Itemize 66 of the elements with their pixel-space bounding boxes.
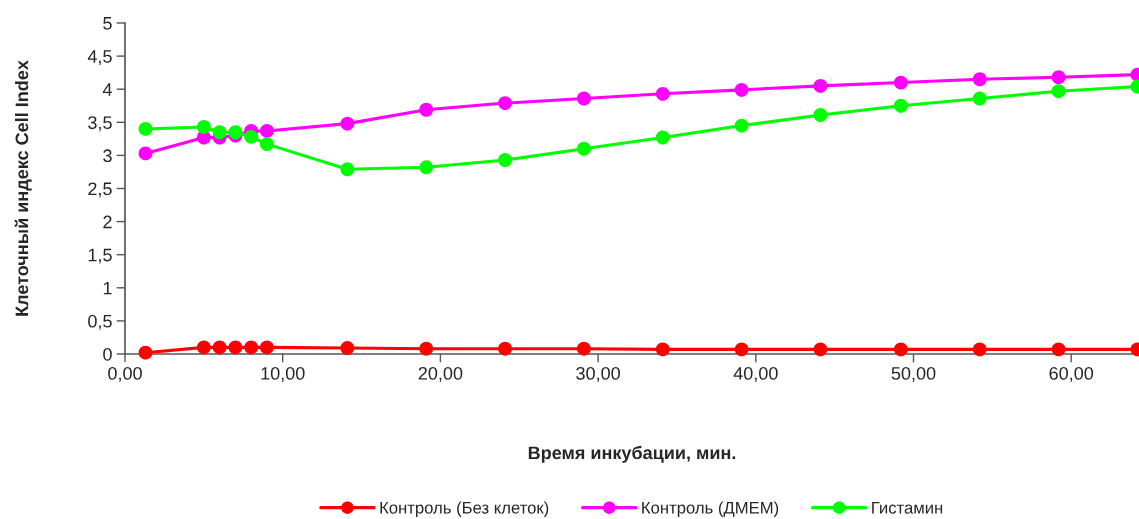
point — [259, 340, 274, 355]
point — [419, 341, 434, 356]
point — [1051, 84, 1066, 99]
point — [1051, 342, 1066, 357]
point — [813, 78, 828, 93]
point — [419, 102, 434, 117]
point — [419, 160, 434, 175]
point — [138, 121, 153, 136]
legend-label: Контроль (ДМЕМ) — [642, 501, 779, 517]
point — [734, 82, 749, 97]
y-tick-label: 1 — [103, 281, 112, 295]
point — [228, 340, 243, 355]
point — [212, 340, 227, 355]
y-tick-label: 4 — [102, 83, 112, 96]
y-tick-label: 0 — [103, 347, 112, 361]
point — [498, 153, 512, 167]
y-tick-label: 2 — [103, 215, 112, 229]
x-tick-label: 30,00 — [576, 366, 620, 382]
x-tick-label: 0,00 — [108, 366, 142, 382]
point — [972, 72, 987, 87]
point — [655, 342, 670, 357]
legend-label: Контроль (Без клеток) — [380, 501, 549, 517]
point — [498, 96, 512, 111]
point — [196, 119, 211, 134]
point — [1051, 70, 1066, 85]
x-axis-title: Время инкубации, мин. — [528, 445, 736, 463]
point — [813, 342, 828, 357]
point — [972, 342, 987, 357]
y-axis-title: Клеточный индекс Cell Index — [14, 60, 32, 316]
x-tick-label: 60,00 — [1049, 366, 1094, 382]
y-tick-label: 1,5 — [88, 248, 112, 264]
point — [259, 137, 274, 152]
point — [340, 162, 355, 177]
y-tick-label: 2,5 — [88, 182, 112, 198]
point — [893, 75, 908, 90]
y-tick-label: 4,5 — [87, 50, 112, 65]
x-tick-label: 40,00 — [733, 366, 778, 382]
point — [576, 91, 591, 106]
point — [576, 141, 591, 156]
point — [734, 342, 749, 357]
point — [244, 340, 259, 355]
point — [972, 91, 987, 106]
y-tick-label: 3 — [103, 149, 112, 163]
point — [138, 146, 153, 161]
point — [340, 341, 355, 355]
point — [259, 123, 274, 138]
point — [498, 341, 512, 356]
point — [655, 130, 670, 145]
point — [212, 125, 227, 140]
legend-label: Гистамин — [872, 502, 943, 514]
point — [893, 342, 908, 357]
point — [813, 108, 828, 122]
y-tick-label: 0,5 — [88, 314, 112, 330]
y-tick-label: 5 — [103, 17, 112, 30]
x-tick-label: 20,00 — [418, 366, 463, 382]
point — [655, 86, 670, 101]
point — [244, 129, 259, 144]
y-tick-label: 3,5 — [88, 116, 112, 132]
point — [576, 341, 591, 356]
x-tick-label: 10,00 — [261, 366, 305, 382]
x-tick-label: 50,00 — [891, 366, 936, 382]
point — [138, 345, 153, 360]
point — [340, 116, 355, 131]
point — [734, 118, 749, 133]
point — [196, 340, 211, 355]
point — [893, 98, 908, 113]
